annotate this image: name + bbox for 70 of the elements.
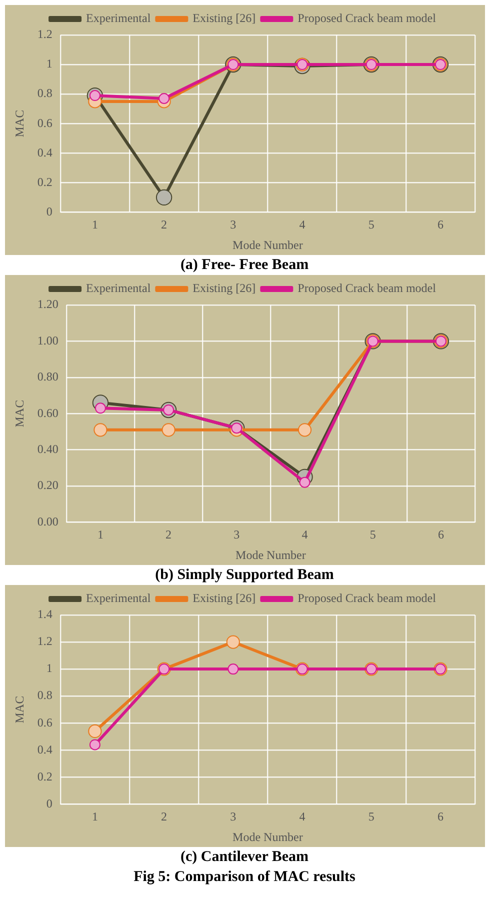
- x-tick-label: 1: [96, 528, 103, 542]
- y-tick-label: 1: [46, 661, 52, 676]
- legend-label: Proposed Crack beam model: [297, 591, 436, 606]
- x-tick-label: 4: [298, 810, 305, 824]
- x-tick-label: 2: [165, 528, 172, 542]
- x-tick-label: 3: [230, 810, 236, 824]
- point: [155, 189, 172, 206]
- legend-label: Proposed Crack beam model: [297, 281, 436, 296]
- legend-label: Existing [26]: [192, 281, 256, 296]
- y-axis-title: MAC: [12, 400, 26, 428]
- x-tick-label: 6: [436, 810, 443, 824]
- x-tick-label: 5: [368, 218, 374, 232]
- x-tick-label: 3: [230, 218, 236, 232]
- y-tick-label: 0.20: [36, 478, 58, 492]
- legend-label: Existing [26]: [192, 11, 256, 26]
- legend-label: Experimental: [86, 591, 151, 606]
- x-axis-title: Mode Number: [232, 830, 302, 844]
- x-tick-label: 2: [160, 810, 167, 824]
- x-tick-label: 6: [436, 218, 443, 232]
- y-tick-label: 1.2: [36, 27, 52, 42]
- point: [297, 423, 312, 437]
- x-tick-label: 5: [368, 810, 374, 824]
- point: [88, 724, 102, 738]
- x-axis-title: Mode Number: [232, 238, 302, 252]
- x-tick-label: 4: [298, 218, 305, 232]
- x-tick-label: 1: [91, 810, 98, 824]
- y-tick-label: 0.8: [36, 688, 52, 702]
- y-tick-label: 0.2: [36, 769, 52, 784]
- legend-label: Existing [26]: [192, 591, 256, 606]
- y-tick-label: 0.60: [36, 406, 58, 420]
- y-tick-label: 0.4: [36, 145, 52, 160]
- y-tick-label: 1.4: [36, 607, 52, 622]
- y-tick-label: 0: [46, 796, 52, 810]
- text: (a) Free- Free Beam: [179, 256, 310, 275]
- point: [161, 423, 175, 437]
- y-axis-title: MAC: [12, 696, 26, 724]
- point: [94, 402, 106, 414]
- caption: Fig 5: Comparison of MAC results: [132, 868, 356, 887]
- y-axis-title: MAC: [12, 110, 26, 138]
- y-tick-label: 0.00: [36, 514, 58, 528]
- x-tick-label: 5: [369, 528, 376, 542]
- legend-label: Experimental: [86, 11, 151, 26]
- y-tick-label: 0.80: [36, 370, 58, 384]
- text: (b) Simply Supported Beam: [154, 566, 335, 585]
- y-tick-label: 1.2: [36, 634, 52, 648]
- y-tick-label: 0.6: [36, 715, 52, 730]
- y-tick-label: 0.40: [36, 442, 58, 456]
- x-tick-label: 6: [437, 528, 444, 542]
- y-tick-label: 0: [46, 204, 52, 218]
- legend-label: Proposed Crack beam model: [297, 11, 436, 26]
- y-tick-label: 1: [46, 56, 52, 71]
- y-tick-label: 1.00: [36, 333, 58, 348]
- text: (c) Cantilever Beam: [179, 848, 310, 867]
- x-tick-label: 3: [233, 528, 240, 542]
- x-tick-label: 4: [301, 528, 308, 542]
- point: [93, 423, 107, 437]
- y-tick-label: 0.8: [36, 86, 52, 100]
- point: [158, 92, 170, 104]
- y-tick-label: 0.6: [36, 116, 52, 130]
- x-tick-label: 1: [91, 218, 98, 232]
- y-tick-label: 0.2: [36, 174, 52, 189]
- x-axis-title: Mode Number: [235, 548, 306, 562]
- y-tick-label: 0.4: [36, 742, 52, 756]
- point: [298, 476, 310, 488]
- point: [226, 635, 240, 649]
- point: [88, 739, 100, 750]
- legend-label: Experimental: [86, 281, 151, 296]
- point: [227, 664, 238, 675]
- x-tick-label: 2: [160, 218, 167, 232]
- y-tick-label: 1.20: [36, 297, 58, 312]
